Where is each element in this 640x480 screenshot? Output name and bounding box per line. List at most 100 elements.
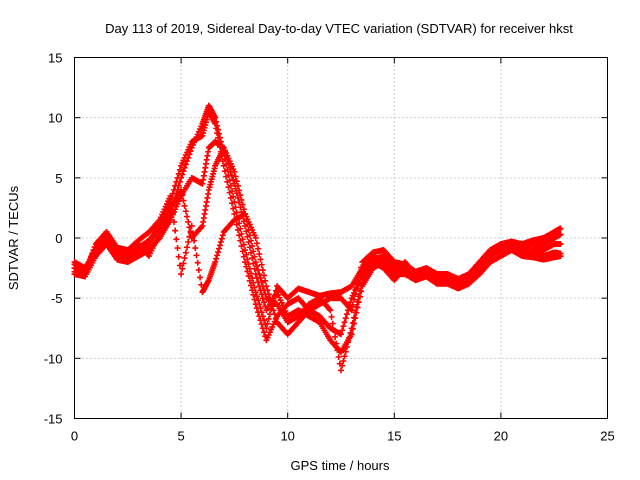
data-point xyxy=(251,253,258,260)
data-point xyxy=(256,271,263,278)
data-point xyxy=(243,263,250,270)
data-point xyxy=(557,253,564,260)
data-point xyxy=(348,325,355,332)
data-point xyxy=(181,164,188,171)
data-point xyxy=(237,237,244,244)
data-point xyxy=(334,347,341,354)
data-point xyxy=(229,200,236,207)
data-point xyxy=(194,259,201,266)
data-point xyxy=(189,230,196,237)
data-point xyxy=(246,277,253,284)
data-point xyxy=(250,291,257,298)
data-point xyxy=(181,255,188,262)
data-point xyxy=(242,259,249,266)
data-point xyxy=(172,182,179,189)
chart-title: Day 113 of 2019, Sidereal Day-to-day VTE… xyxy=(105,21,573,36)
data-point xyxy=(356,287,363,294)
data-point xyxy=(271,311,278,318)
series-track-3 xyxy=(71,138,564,356)
data-point xyxy=(335,353,342,360)
data-point xyxy=(327,307,334,314)
data-point xyxy=(180,197,187,204)
data-point xyxy=(338,367,344,374)
data-point xyxy=(215,134,222,141)
data-point xyxy=(346,334,353,341)
data-point xyxy=(180,260,187,267)
data-point xyxy=(339,327,346,334)
x-tick-label: 10 xyxy=(280,429,294,444)
data-point xyxy=(216,242,223,249)
data-point xyxy=(197,274,204,281)
data-point xyxy=(358,264,365,271)
data-point xyxy=(250,248,257,255)
data-point xyxy=(249,243,256,250)
data-point xyxy=(349,319,356,326)
data-point xyxy=(340,358,347,365)
data-point xyxy=(557,225,564,232)
data-point xyxy=(256,251,263,258)
y-tick-label: 5 xyxy=(55,171,62,186)
y-tick-label: -15 xyxy=(44,412,63,427)
data-point xyxy=(232,173,239,180)
data-point xyxy=(341,353,348,360)
data-point xyxy=(251,296,258,303)
data-point xyxy=(252,235,259,241)
data-point xyxy=(195,267,202,274)
data-point xyxy=(193,252,200,259)
data-point xyxy=(233,221,240,228)
data-point xyxy=(259,325,266,332)
x-tick-label: 0 xyxy=(71,429,78,444)
data-point xyxy=(239,201,246,208)
data-point xyxy=(261,329,268,336)
data-point xyxy=(355,275,362,282)
data-point xyxy=(181,202,188,209)
data-point xyxy=(185,239,192,246)
data-point xyxy=(179,265,186,272)
data-point xyxy=(255,309,262,316)
data-point xyxy=(252,301,259,308)
data-point xyxy=(244,268,251,275)
x-tick-label: 20 xyxy=(494,429,508,444)
data-point xyxy=(192,245,199,252)
data-point xyxy=(237,192,244,199)
data-point xyxy=(252,259,259,266)
data-point xyxy=(213,255,220,262)
data-point xyxy=(174,245,181,252)
data-point xyxy=(231,168,238,175)
data-point xyxy=(174,174,181,181)
data-point xyxy=(328,313,335,320)
data-point xyxy=(330,327,337,334)
data-point xyxy=(256,313,263,320)
data-point xyxy=(353,303,360,310)
data-point xyxy=(178,271,185,278)
data-point xyxy=(230,176,237,183)
data-point xyxy=(258,261,265,268)
x-axis-label: GPS time / hours xyxy=(291,458,390,473)
data-point xyxy=(354,298,361,305)
y-tick-label: -10 xyxy=(44,351,63,366)
data-point xyxy=(216,245,223,252)
data-point xyxy=(352,291,359,298)
data-points xyxy=(71,102,564,374)
data-point xyxy=(557,231,564,238)
data-point xyxy=(343,311,350,318)
data-point xyxy=(169,210,176,217)
data-point xyxy=(263,283,270,290)
data-point xyxy=(266,295,273,302)
data-point xyxy=(217,239,224,246)
y-ticks: -15 -10 -5 0 5 10 15 xyxy=(44,51,608,427)
data-point xyxy=(175,253,182,260)
data-point xyxy=(231,210,238,217)
data-point xyxy=(175,170,182,177)
data-point xyxy=(224,178,231,185)
data-point xyxy=(253,293,260,300)
data-point xyxy=(170,186,177,193)
data-point xyxy=(340,323,347,330)
data-point xyxy=(345,339,352,346)
data-point xyxy=(219,232,226,239)
data-point xyxy=(212,259,219,266)
data-point xyxy=(253,240,260,247)
data-point xyxy=(185,218,192,225)
data-point xyxy=(351,296,358,303)
